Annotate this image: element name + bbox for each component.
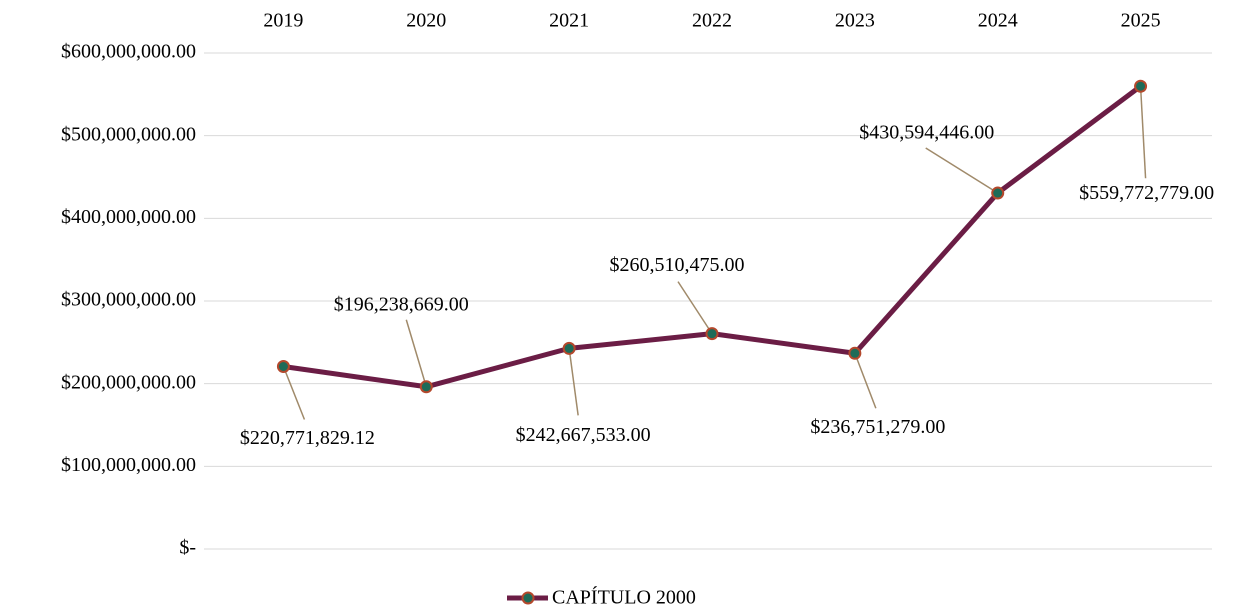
- x-tick-label: 2022: [692, 10, 732, 32]
- legend-marker: [521, 591, 535, 605]
- data-point: [991, 186, 1005, 200]
- y-tick-label: $100,000,000.00: [61, 454, 196, 476]
- y-tick-label: $500,000,000.00: [61, 123, 196, 145]
- leader-line: [925, 147, 999, 194]
- x-tick-label: 2023: [835, 10, 875, 32]
- data-label: $220,771,829.12: [240, 427, 375, 449]
- y-tick-label: $400,000,000.00: [61, 206, 196, 228]
- x-tick-label: 2020: [406, 10, 446, 32]
- leader-line: [854, 353, 877, 409]
- y-tick-label: $-: [179, 537, 196, 559]
- y-tick-label: $200,000,000.00: [61, 371, 196, 393]
- data-point: [705, 327, 719, 341]
- data-line: [283, 84, 1143, 390]
- data-label: $559,772,779.00: [1079, 182, 1214, 204]
- data-label: $260,510,475.00: [610, 254, 745, 276]
- x-tick-label: 2019: [263, 10, 303, 32]
- data-point: [419, 380, 433, 394]
- leader-line: [405, 319, 428, 387]
- data-label: $430,594,446.00: [859, 122, 994, 144]
- leader-line: [1139, 86, 1147, 179]
- data-point: [1134, 79, 1148, 93]
- data-point: [848, 346, 862, 360]
- data-label: $242,667,533.00: [516, 424, 651, 446]
- y-tick-label: $600,000,000.00: [61, 41, 196, 63]
- leader-line: [568, 348, 579, 416]
- x-tick-label: 2024: [978, 10, 1018, 32]
- y-tick-label: $300,000,000.00: [61, 289, 196, 311]
- data-label: $236,751,279.00: [810, 416, 945, 438]
- x-tick-label: 2021: [549, 10, 589, 32]
- data-point: [562, 341, 576, 355]
- x-tick-label: 2025: [1121, 10, 1161, 32]
- leader-line: [677, 281, 713, 335]
- legend-label: CAPÍTULO 2000: [552, 586, 696, 609]
- data-point: [276, 359, 290, 373]
- data-label: $196,238,669.00: [334, 293, 469, 315]
- leader-line: [282, 366, 306, 420]
